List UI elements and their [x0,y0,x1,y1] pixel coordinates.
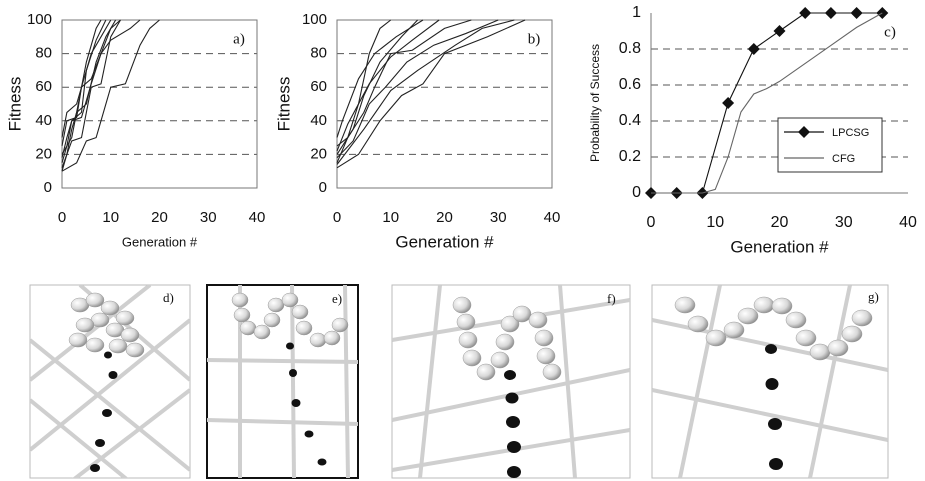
legend-label: LPCSG [832,127,869,139]
x-tick-label: 10 [102,209,119,226]
x-tick-label: 30 [200,209,217,226]
series-line [336,19,392,164]
series-line [336,19,515,165]
series-line [61,19,117,155]
y-tick-label: 0.4 [619,112,641,129]
series-line [61,19,160,172]
panel-d: d) [29,284,191,479]
y-tick-label: 20 [310,145,327,162]
y-axis-label: Probability of Success [588,44,602,162]
series-line [61,19,121,147]
x-tick-label: 0 [647,214,656,231]
series-line [336,19,472,147]
x-tick-label: 10 [382,209,399,226]
x-tick-label: 20 [151,209,168,226]
y-axis-label: Fitness [274,77,293,132]
x-tick-label: 30 [835,214,853,231]
panel-label: g) [868,289,879,304]
y-tick-label: 40 [35,112,52,129]
panel-label: f) [607,291,616,306]
legend-marker [798,126,810,138]
y-tick-label: 100 [27,11,52,28]
data-point [722,97,735,109]
series-line [61,19,141,158]
y-tick-label: 1 [632,4,641,21]
x-tick-label: 40 [544,209,561,226]
y-axis-label: Fitness [5,77,24,132]
annotation: a) [233,31,245,47]
series-line [61,19,107,138]
x-tick-label: 30 [490,209,507,226]
y-tick-label: 0.2 [619,148,641,165]
x-tick-label: 0 [333,209,341,226]
data-point [773,25,786,37]
y-tick-label: 0.6 [619,76,641,93]
series-line [336,19,499,159]
series-line [61,19,121,169]
x-tick-label: 20 [771,214,789,231]
data-point [824,7,837,19]
x-axis-label: Generation # [395,232,494,251]
series-line [61,19,112,163]
panel-label: e) [332,291,342,306]
x-tick-label: 0 [58,209,66,226]
y-tick-label: 0 [632,184,641,201]
y-tick-label: 80 [310,45,327,62]
data-point [747,43,760,55]
series-line [336,19,440,152]
x-tick-label: 20 [436,209,453,226]
y-tick-label: 60 [35,78,52,95]
annotation: b) [528,31,541,47]
series-line [651,12,883,194]
x-tick-label: 40 [249,209,266,226]
panel-g: g) [651,284,889,479]
legend-label: CFG [832,153,855,165]
y-tick-label: 100 [302,11,327,28]
y-tick-label: 0.8 [619,40,641,57]
panel-f: f) [391,284,631,479]
x-tick-label: 40 [899,214,917,231]
y-tick-label: 0 [319,179,327,196]
legend-box [777,117,883,173]
y-tick-label: 20 [35,145,52,162]
panel-e: e) [206,284,359,479]
x-tick-label: 10 [706,214,724,231]
annotation: c) [884,24,896,40]
plot-frame [336,19,553,189]
series-line [336,19,526,169]
y-tick-label: 0 [44,179,52,196]
series-line [336,19,424,138]
y-tick-label: 80 [35,45,52,62]
x-axis-label: Generation # [122,234,198,249]
data-point [850,7,863,19]
y-tick-label: 40 [310,112,327,129]
data-point [799,7,812,19]
panel-label: d) [163,290,174,305]
y-tick-label: 60 [310,78,327,95]
x-axis-label: Generation # [730,237,829,256]
